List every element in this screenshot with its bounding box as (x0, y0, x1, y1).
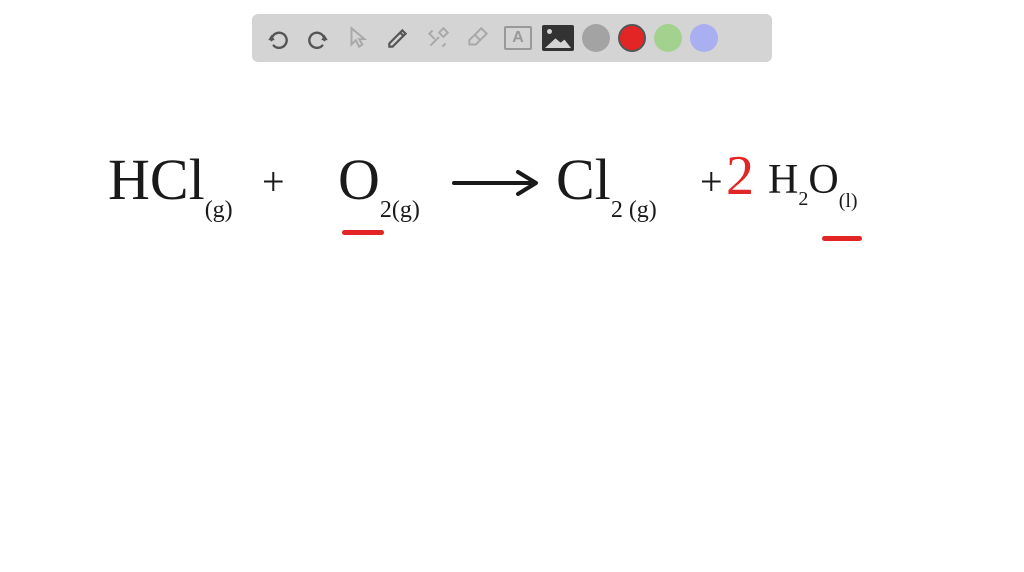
plus-1: + (262, 158, 285, 205)
undo-button[interactable] (262, 22, 294, 54)
term-o2: O2(g) (338, 146, 420, 213)
redo-button[interactable] (302, 22, 334, 54)
redo-icon (305, 25, 331, 51)
text-o2: O (338, 147, 380, 212)
toolbar: A (252, 14, 772, 62)
eraser-icon (465, 25, 491, 51)
coefficient-2: 2 (726, 144, 754, 208)
text-tool[interactable]: A (502, 22, 534, 54)
sub-hcl: (g) (205, 197, 233, 223)
text-cl2: Cl (556, 147, 611, 212)
pencil-tool[interactable] (382, 22, 414, 54)
color-gray[interactable] (582, 24, 610, 52)
pencil-icon (385, 25, 411, 51)
color-green[interactable] (654, 24, 682, 52)
image-icon (542, 25, 574, 51)
color-red[interactable] (618, 24, 646, 52)
image-tool[interactable] (542, 22, 574, 54)
pointer-tool[interactable] (342, 22, 374, 54)
whiteboard-canvas: HCl(g) + O2(g) Cl2 (g) + 2 H2O(l) (0, 0, 1024, 572)
tools-button[interactable] (422, 22, 454, 54)
color-blue[interactable] (690, 24, 718, 52)
pointer-icon (345, 25, 371, 51)
text-h: H (768, 157, 798, 203)
undo-icon (265, 25, 291, 51)
plus-2: + (700, 158, 723, 205)
sub-l: (l) (839, 190, 858, 212)
tools-icon (425, 25, 451, 51)
sub-2: 2 (798, 188, 808, 210)
text-icon: A (504, 26, 532, 50)
reaction-arrow (452, 168, 542, 198)
text-hcl: HCl (108, 147, 205, 212)
underline-h2o (822, 236, 862, 241)
underline-o2 (342, 230, 384, 235)
eraser-tool[interactable] (462, 22, 494, 54)
sub-o2: 2(g) (380, 197, 420, 223)
term-hcl: HCl(g) (108, 146, 233, 213)
term-cl2: Cl2 (g) (556, 146, 657, 213)
sub-cl2: 2 (g) (611, 197, 657, 223)
term-h2o: H2O(l) (768, 156, 858, 204)
text-o: O (808, 157, 838, 203)
